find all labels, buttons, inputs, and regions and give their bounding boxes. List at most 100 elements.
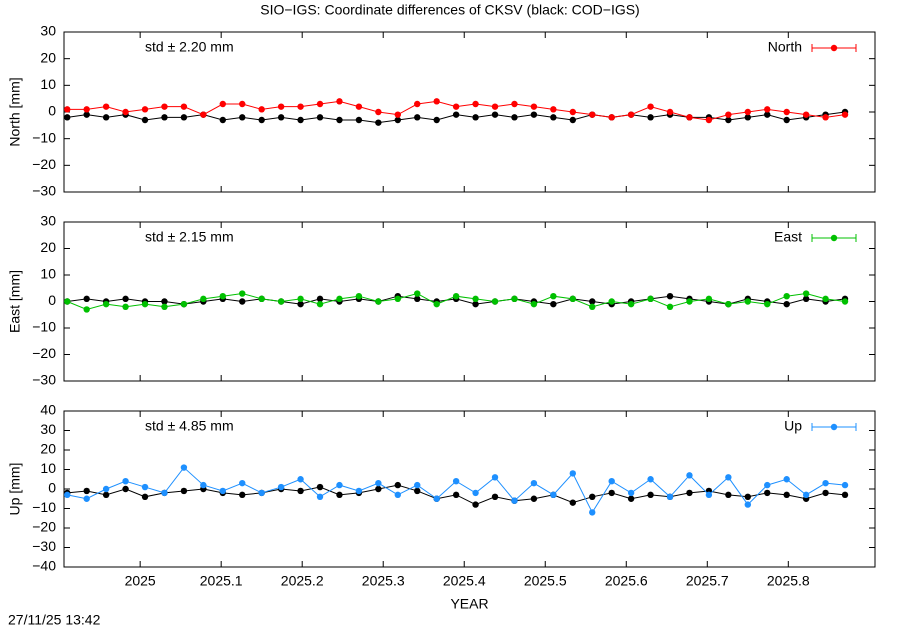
data-point [83, 111, 90, 118]
data-point [569, 470, 576, 477]
data-point [141, 493, 149, 500]
data-point [433, 116, 440, 124]
data-point [841, 491, 849, 499]
data-point [725, 116, 732, 124]
data-point [550, 491, 557, 499]
data-point [414, 487, 421, 495]
legend-marker [830, 423, 838, 431]
data-point [394, 111, 401, 118]
data-point [744, 493, 752, 500]
data-point [336, 481, 343, 489]
data-point [83, 487, 90, 495]
data-point [822, 489, 829, 497]
y-tick-label: −10 [32, 129, 56, 145]
y-tick-label: 30 [40, 421, 56, 437]
data-point [725, 491, 732, 499]
y-axis-label: North [mm] [7, 77, 23, 146]
data-point [764, 106, 771, 113]
data-point [83, 295, 90, 303]
data-point [297, 116, 304, 124]
data-point [414, 114, 421, 121]
data-point [122, 303, 129, 310]
data-point [258, 489, 265, 497]
data-point [297, 300, 304, 308]
data-point [725, 111, 732, 118]
data-point [647, 491, 654, 499]
data-point [355, 487, 363, 495]
data-point [375, 298, 382, 305]
data-point [316, 483, 324, 491]
data-point [102, 491, 110, 499]
data-point [355, 103, 363, 110]
data-point [414, 290, 421, 297]
data-point [180, 114, 188, 121]
data-point [627, 111, 635, 118]
data-point [258, 106, 265, 113]
data-point [239, 290, 246, 297]
y-tick-label: 10 [40, 266, 56, 282]
y-tick-label: −20 [32, 345, 56, 361]
data-point [647, 114, 654, 121]
data-point [511, 114, 518, 121]
data-point [239, 100, 246, 108]
data-point [550, 300, 557, 308]
data-point [647, 476, 654, 483]
data-point [764, 481, 771, 489]
data-point [783, 116, 790, 124]
data-point [569, 108, 576, 116]
data-point [452, 293, 460, 300]
data-point [102, 485, 110, 493]
data-point [200, 111, 207, 118]
data-point [316, 493, 324, 500]
data-point [336, 491, 343, 499]
data-point [491, 474, 499, 481]
legend-label: Up [784, 418, 802, 434]
data-point [277, 114, 285, 121]
data-point [783, 108, 790, 116]
data-point [180, 464, 188, 471]
y-tick-label: −30 [32, 372, 56, 388]
data-point [822, 295, 829, 303]
data-point [394, 491, 401, 499]
data-point [472, 114, 479, 121]
data-point [375, 479, 382, 487]
data-point [627, 300, 635, 308]
x-tick-label: 2025 [125, 573, 156, 589]
data-point [569, 499, 576, 506]
data-point [219, 487, 226, 495]
y-tick-label: 0 [48, 480, 56, 496]
data-point [802, 491, 810, 499]
data-point [414, 481, 421, 489]
data-point [725, 474, 732, 481]
data-point [802, 111, 810, 118]
data-point [511, 100, 518, 108]
data-point [608, 478, 615, 485]
data-point [141, 300, 149, 308]
data-point [141, 116, 149, 124]
std-annotation: std ± 2.15 mm [145, 229, 234, 245]
data-point [161, 114, 168, 121]
y-tick-label: 20 [40, 49, 56, 65]
y-tick-label: 40 [40, 402, 56, 418]
data-point [725, 300, 732, 308]
data-point [647, 295, 654, 303]
data-point [627, 489, 635, 497]
data-point [472, 489, 479, 497]
data-point [394, 116, 401, 124]
data-point [394, 295, 401, 303]
y-tick-label: 0 [48, 292, 56, 308]
data-point [180, 300, 188, 308]
data-point [686, 489, 693, 497]
data-point [802, 295, 810, 303]
data-point [394, 481, 401, 489]
x-tick-label: 2025.4 [443, 573, 486, 589]
y-axis-label: Up [mm] [7, 463, 23, 516]
y-tick-label: 20 [40, 239, 56, 255]
data-point [530, 103, 538, 110]
data-point [589, 509, 596, 516]
data-point [666, 108, 674, 116]
data-point [336, 295, 343, 303]
data-point [608, 489, 615, 497]
data-point [550, 114, 557, 121]
data-point [686, 472, 693, 479]
